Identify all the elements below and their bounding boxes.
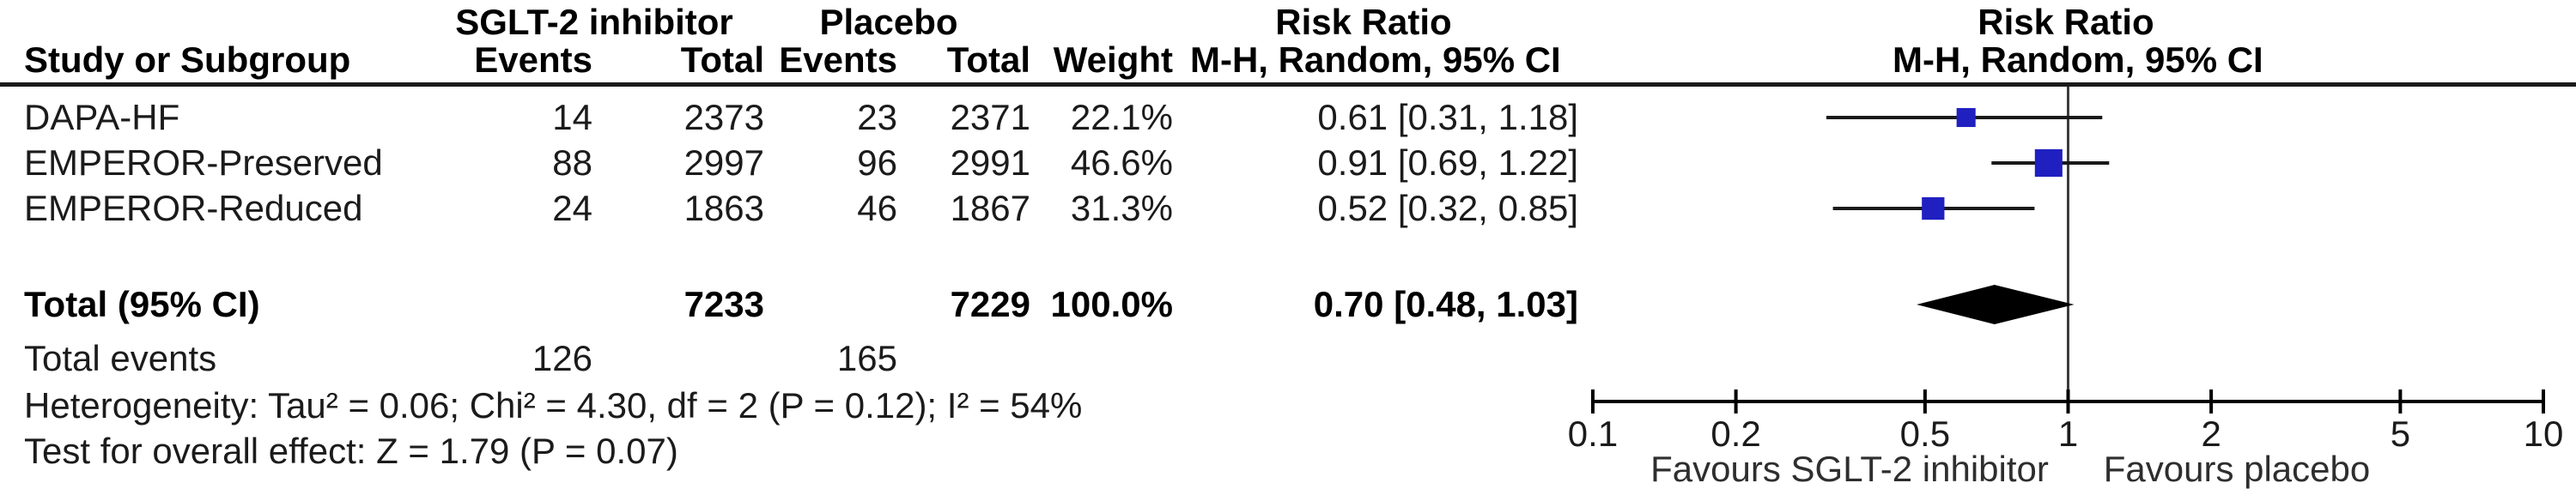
header-study: Study or Subgroup	[24, 39, 351, 80]
total2-value: 1867	[950, 188, 1030, 228]
axis-tick-label: 0.1	[1568, 414, 1618, 454]
header-total1: Total	[680, 39, 764, 80]
events1-value: 14	[552, 97, 592, 137]
header-events2: Events	[779, 39, 897, 80]
total-label: Total (95% CI)	[24, 284, 260, 324]
total-events-label: Total events	[24, 338, 217, 378]
heterogeneity-text: Heterogeneity: Tau² = 0.06; Chi² = 4.30,…	[24, 385, 1083, 426]
header-events1: Events	[474, 39, 592, 80]
header-mh-left: M-H, Random, 95% CI	[1190, 39, 1561, 80]
header-weight: Weight	[1053, 39, 1173, 80]
study-name: EMPEROR-Reduced	[24, 188, 363, 228]
axis-tick-label: 0.2	[1710, 414, 1760, 454]
effect-square	[1922, 196, 1945, 220]
effect-square	[2034, 148, 2063, 178]
risk-ratio-ci-value: 0.61 [0.31, 1.18]	[1317, 97, 1578, 137]
weight-value: 31.3%	[1070, 188, 1173, 228]
overall-effect-text: Test for overall effect: Z = 1.79 (P = 0…	[24, 431, 678, 471]
events1-value: 88	[552, 142, 592, 183]
group-header-risk-ratio-left: Risk Ratio	[1275, 2, 1452, 42]
total1-sum: 7233	[683, 284, 764, 324]
axis-tick-label: 0.5	[1900, 414, 1950, 454]
pooled-diamond	[1917, 285, 2075, 324]
group-header-risk-ratio-right: Risk Ratio	[1978, 2, 2154, 42]
total2-value: 2991	[950, 142, 1030, 183]
events2-value: 96	[857, 142, 897, 183]
axis-tick-label: 1	[2058, 414, 2078, 454]
header-separator-line	[0, 82, 2576, 87]
total2-value: 2371	[950, 97, 1030, 137]
study-name: DAPA-HF	[24, 97, 180, 137]
pooled-risk-ratio-ci: 0.70 [0.48, 1.03]	[1313, 284, 1578, 324]
events2-value: 46	[857, 188, 897, 228]
favours-left-label: Favours SGLT-2 inhibitor	[1650, 449, 2049, 489]
header-mh-right: M-H, Random, 95% CI	[1893, 39, 2263, 80]
weight-sum: 100.0%	[1050, 284, 1173, 324]
header-total2: Total	[946, 39, 1030, 80]
total1-value: 2997	[683, 142, 764, 183]
total2-sum: 7229	[950, 284, 1030, 324]
favours-right-label: Favours placebo	[2104, 449, 2371, 489]
total-events1: 126	[532, 338, 592, 378]
study-name: EMPEROR-Preserved	[24, 142, 383, 183]
group-header-sglt2: SGLT-2 inhibitor	[455, 2, 733, 42]
total1-value: 1863	[683, 188, 764, 228]
events1-value: 24	[552, 188, 592, 228]
weight-value: 46.6%	[1070, 142, 1173, 183]
total-events2: 165	[836, 338, 897, 378]
total1-value: 2373	[683, 97, 764, 137]
risk-ratio-ci-value: 0.91 [0.69, 1.22]	[1317, 142, 1578, 183]
group-header-placebo: Placebo	[819, 2, 958, 42]
axis-tick-label: 10	[2524, 414, 2564, 454]
events2-value: 23	[857, 97, 897, 137]
axis-tick-label: 5	[2391, 414, 2410, 454]
effect-square	[1956, 107, 1976, 128]
axis-tick-label: 2	[2201, 414, 2221, 454]
risk-ratio-ci-value: 0.52 [0.32, 0.85]	[1317, 188, 1578, 228]
weight-value: 22.1%	[1070, 97, 1173, 137]
